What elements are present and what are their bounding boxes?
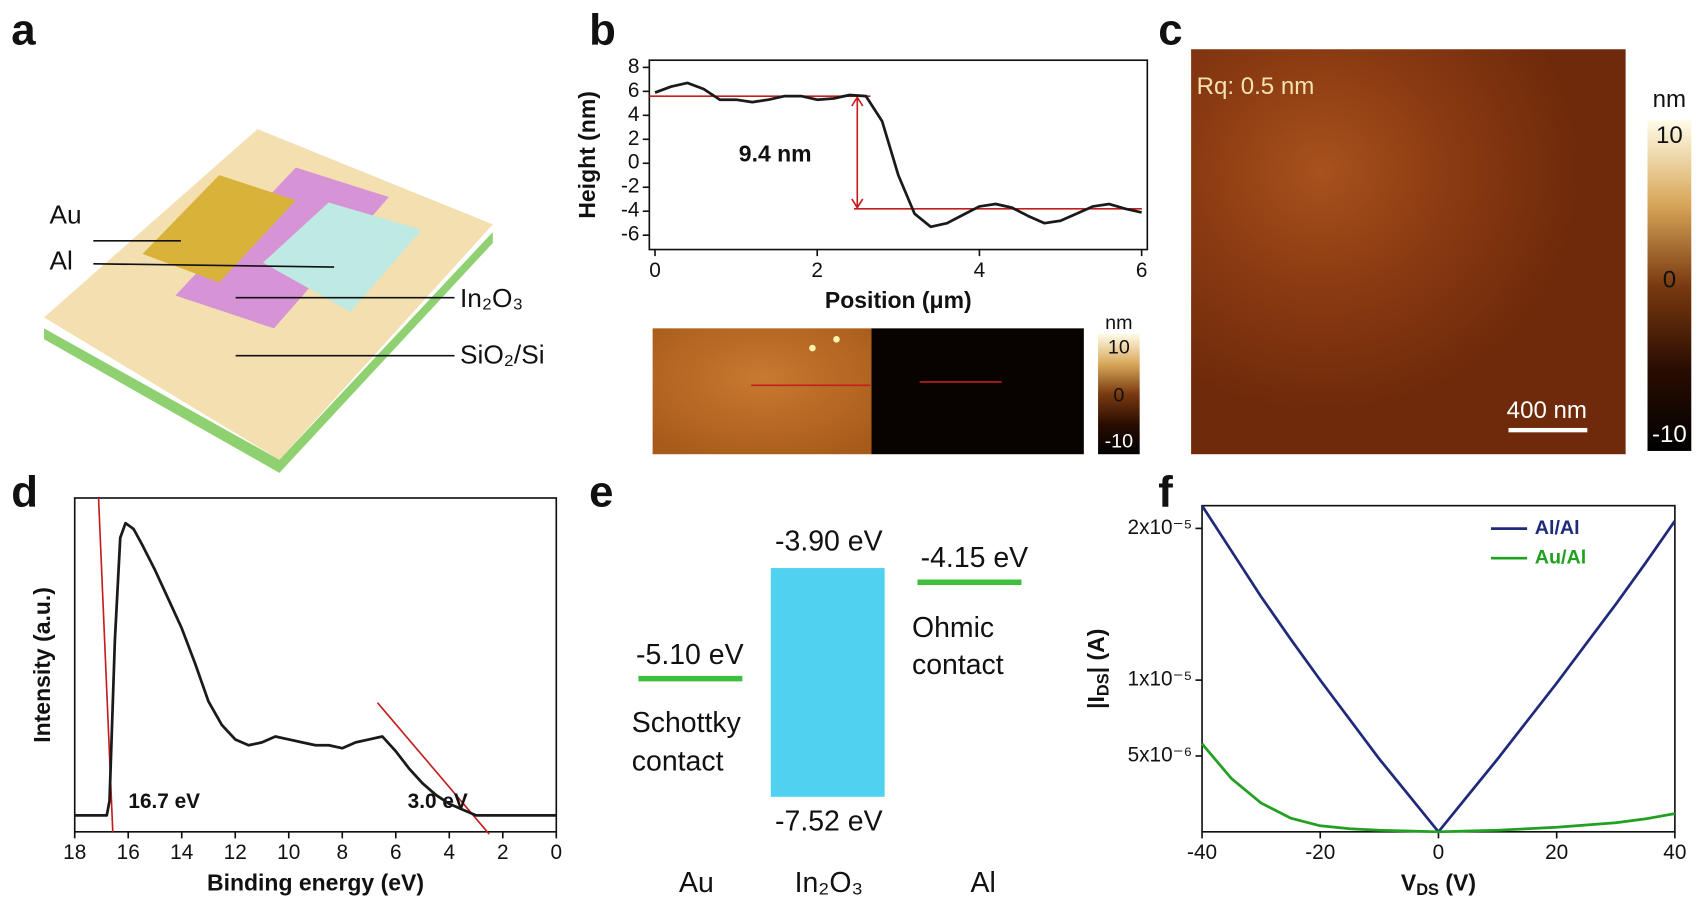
energy-label: -7.52 eV xyxy=(775,806,883,838)
y-tick-label: 4 xyxy=(628,103,640,126)
colorbar xyxy=(1647,120,1692,451)
colorbar-unit: nm xyxy=(1653,86,1686,113)
contact-label: contact xyxy=(632,745,724,777)
material-label: In₂O₃ xyxy=(795,867,863,899)
y-axis-label: |IDS| (A) xyxy=(1083,629,1113,709)
y-tick-label: -2 xyxy=(621,175,639,198)
panel-label: e xyxy=(589,467,613,516)
panel-label: d xyxy=(11,467,38,516)
x-tick-label: 16 xyxy=(117,841,140,864)
afm-image xyxy=(1191,49,1626,455)
y-tick-label: 8 xyxy=(628,55,640,78)
data-line xyxy=(1201,742,1676,834)
energy-label: -3.90 eV xyxy=(775,525,883,557)
y-tick-label: 2 xyxy=(628,127,640,150)
x-tick-label: -20 xyxy=(1305,841,1335,864)
x-tick-label: 0 xyxy=(551,841,563,864)
device-label: In₂O₃ xyxy=(460,283,523,313)
axes-frame xyxy=(1201,504,1676,833)
device-label: Au xyxy=(50,200,82,230)
colorbar-tick: 10 xyxy=(1108,336,1130,358)
roughness-annotation: Rq: 0.5 nm xyxy=(1197,73,1315,100)
data-line xyxy=(654,81,1142,229)
colorbar-tick: -10 xyxy=(1652,421,1687,448)
axes-frame xyxy=(73,497,558,833)
x-tick-label: 6 xyxy=(390,841,402,864)
colorbar-tick: 10 xyxy=(1656,122,1683,149)
energy-label: -4.15 eV xyxy=(921,542,1029,574)
device-label: SiO₂/Si xyxy=(460,340,545,370)
x-tick-label: 40 xyxy=(1663,841,1686,864)
x-tick-label: 20 xyxy=(1545,841,1568,864)
contact-label: Schottky xyxy=(632,707,742,739)
afm-image xyxy=(871,328,1084,455)
y-axis-label: Intensity (a.u.) xyxy=(29,587,55,743)
x-tick-label: 0 xyxy=(1433,841,1445,864)
annotation: 16.7 eV xyxy=(128,790,200,813)
x-tick-label: -40 xyxy=(1187,841,1217,864)
colorbar xyxy=(1098,333,1140,455)
device-drawing xyxy=(44,129,493,473)
label-part: (V) xyxy=(1439,869,1476,895)
x-tick-label: 10 xyxy=(277,841,300,864)
y-axis-label: Height (nm) xyxy=(574,91,600,219)
colorbar-unit: nm xyxy=(1105,312,1132,334)
panel-label: f xyxy=(1158,467,1173,516)
colorbar-tick: 0 xyxy=(1663,267,1676,294)
x-tick-label: 0 xyxy=(649,259,661,282)
annotation: 3.0 eV xyxy=(408,790,468,813)
x-tick-label: 2 xyxy=(811,259,823,282)
material-label: Au xyxy=(679,867,714,899)
afm-feature xyxy=(833,336,840,343)
device-label: Al xyxy=(50,246,73,276)
arrow-head xyxy=(851,95,864,210)
scale-bar xyxy=(1508,427,1588,433)
band-gap xyxy=(770,568,885,797)
material-label: Al xyxy=(971,867,996,899)
x-axis-label: Binding energy (eV) xyxy=(207,869,424,895)
label-part: | (A) xyxy=(1083,629,1109,674)
y-tick-label: 0 xyxy=(628,151,640,174)
x-tick-label: 14 xyxy=(170,841,193,864)
label-part: DS xyxy=(1095,673,1113,696)
legend-label: Al/Al xyxy=(1535,517,1580,539)
label-part: DS xyxy=(1416,881,1439,899)
colorbar-tick: 0 xyxy=(1113,384,1124,406)
energy-label: -5.10 eV xyxy=(636,639,744,671)
x-tick-label: 8 xyxy=(336,841,348,864)
x-tick-label: 2 xyxy=(497,841,509,864)
label-part: |I xyxy=(1083,696,1109,709)
contact-label: contact xyxy=(912,649,1004,681)
contact-label: Ohmic xyxy=(912,612,994,644)
x-tick-label: 4 xyxy=(443,841,455,864)
legend-label: Au/Al xyxy=(1535,546,1586,568)
afm-image xyxy=(652,328,872,455)
x-axis-label: Position (μm) xyxy=(825,287,972,313)
scale-bar-label: 400 nm xyxy=(1507,397,1587,424)
x-tick-label: 6 xyxy=(1136,259,1148,282)
y-tick-label: -6 xyxy=(621,223,639,246)
panel-label: a xyxy=(11,5,36,54)
axes-frame xyxy=(648,59,1149,251)
label-part: V xyxy=(1401,869,1417,895)
annotation: 9.4 nm xyxy=(739,140,812,166)
y-tick-label: 5x10⁻⁶ xyxy=(1128,743,1193,766)
x-tick-label: 18 xyxy=(63,841,86,864)
y-tick-label: 2x10⁻⁵ xyxy=(1128,516,1193,539)
data-line xyxy=(74,521,557,817)
x-tick-label: 12 xyxy=(224,841,247,864)
x-tick-label: 4 xyxy=(974,259,986,282)
panel-label: b xyxy=(589,5,616,54)
data-line xyxy=(1200,504,1676,834)
colorbar-tick: -10 xyxy=(1105,430,1134,452)
afm-feature xyxy=(809,344,816,352)
panel-label: c xyxy=(1158,5,1182,54)
x-axis-label: VDS (V) xyxy=(1401,869,1476,899)
y-tick-label: 6 xyxy=(628,79,640,102)
y-tick-label: 1x10⁻⁵ xyxy=(1128,668,1193,691)
y-tick-label: -4 xyxy=(621,199,639,222)
